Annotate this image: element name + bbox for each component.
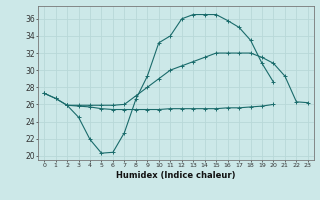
X-axis label: Humidex (Indice chaleur): Humidex (Indice chaleur) — [116, 171, 236, 180]
